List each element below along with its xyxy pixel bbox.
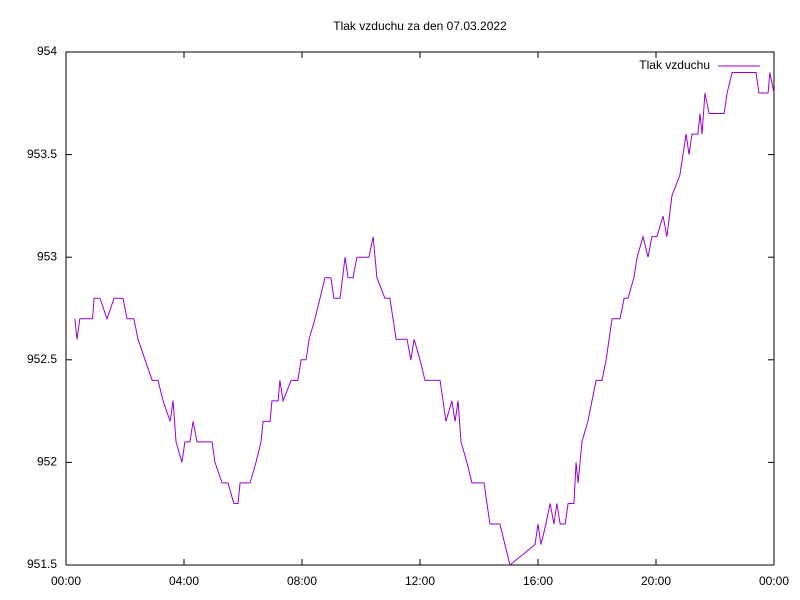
data-line	[74, 72, 775, 566]
y-tick-label: 953.5	[27, 147, 57, 161]
x-tick-label: 16:00	[523, 574, 553, 588]
y-tick-label: 954	[37, 44, 57, 58]
x-tick-label: 00:00	[759, 574, 789, 588]
x-tick-label: 20:00	[641, 574, 671, 588]
x-tick-label: 08:00	[287, 574, 317, 588]
y-tick-label: 952	[37, 455, 57, 469]
x-tick-label: 04:00	[169, 574, 199, 588]
legend-label: Tlak vzduchu	[639, 58, 710, 72]
x-tick-label: 00:00	[51, 574, 81, 588]
chart-title: Tlak vzduchu za den 07.03.2022	[333, 19, 507, 33]
y-tick-label: 952.5	[27, 352, 57, 366]
y-tick-label: 953	[37, 249, 57, 263]
x-tick-label: 12:00	[405, 574, 435, 588]
y-tick-label: 951.5	[27, 557, 57, 571]
